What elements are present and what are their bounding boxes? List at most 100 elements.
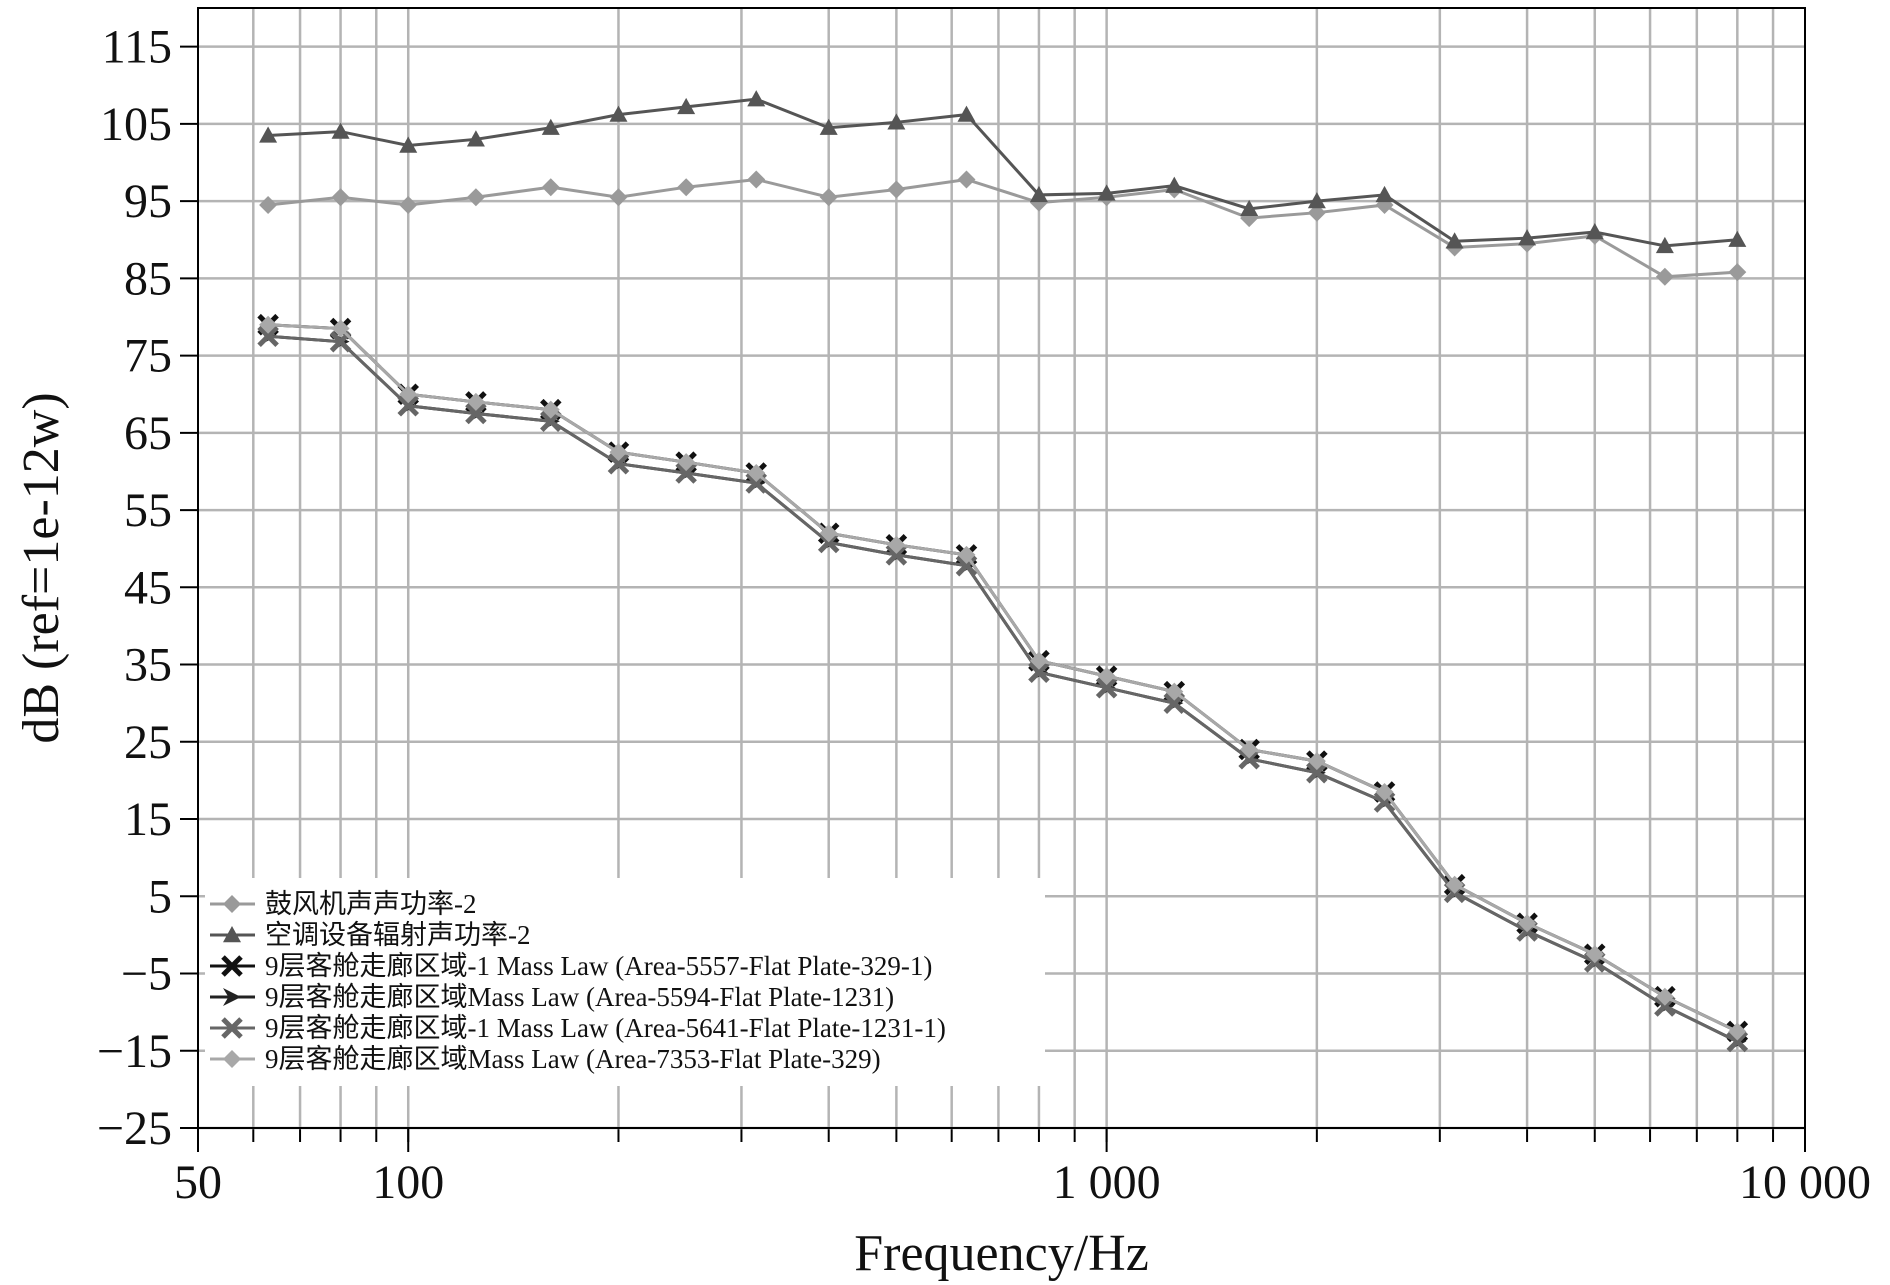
series-1-point — [466, 188, 485, 207]
series-2-point — [1518, 229, 1537, 246]
legend-swatch-marker — [221, 955, 243, 977]
series-1-point — [747, 170, 766, 189]
series-5-point — [607, 452, 630, 475]
legend-label: 空调设备辐射声功率-2 — [265, 920, 531, 950]
series-6-point — [609, 443, 628, 462]
series-2-point — [1307, 192, 1326, 209]
series-5-point-stroke-b — [1726, 1030, 1749, 1053]
series-5-point — [1095, 676, 1118, 699]
legend-label: 9层客舱走廊区域-1 Mass Law (Area-5641-Flat Plat… — [265, 1013, 946, 1043]
series-5-point-stroke-b — [257, 325, 279, 348]
series-6-point — [1165, 682, 1184, 701]
series-6-line — [268, 323, 1738, 1033]
series-layer — [257, 90, 1749, 1053]
series-5-point-stroke-b — [817, 531, 840, 554]
series-5-point-stroke-b — [397, 395, 420, 417]
series-6 — [259, 315, 1747, 1041]
series-5-point — [1373, 791, 1396, 813]
legend-swatch-marker-stroke-b — [221, 955, 243, 977]
y-axis-title: dB (ref=1e-12w) — [13, 392, 70, 743]
y-tick-label: −15 — [97, 1025, 172, 1078]
x-tick-label: 10 000 — [1739, 1156, 1871, 1209]
series-5-point — [817, 531, 840, 554]
series-1-point — [887, 180, 906, 199]
series-1-point — [677, 178, 696, 197]
series-1-point — [819, 188, 838, 207]
series-2-point — [1445, 232, 1464, 249]
legend-swatch-marker-stroke-b — [221, 1017, 243, 1039]
series-1-point — [1728, 263, 1747, 282]
legend-swatch-marker — [223, 988, 241, 1006]
series-6-point — [1585, 945, 1604, 964]
series-5-point-stroke-b — [1373, 791, 1396, 813]
series-5-point-stroke-b — [607, 452, 630, 475]
series-1-point — [957, 170, 976, 189]
series-6-point — [1655, 987, 1674, 1006]
series-2-point — [1585, 223, 1604, 240]
series-5-point — [1028, 661, 1050, 684]
series-5-point — [885, 544, 908, 566]
series-1-line — [267, 177, 1738, 279]
series-5-point-stroke-b — [1306, 761, 1328, 784]
series-2-point — [466, 130, 485, 147]
y-tick-label: 85 — [124, 252, 172, 305]
series-5-point — [397, 395, 420, 417]
series-1-point — [259, 195, 278, 214]
series-6-point — [466, 392, 485, 411]
series-6-point — [1029, 651, 1048, 670]
series-2-point — [1375, 185, 1394, 203]
series-2-point — [541, 118, 560, 135]
y-tick-label: 75 — [124, 330, 172, 383]
series-5-point — [257, 325, 279, 348]
y-tick-label: 95 — [124, 175, 172, 228]
y-tick-label: 25 — [124, 716, 172, 769]
series-2-point — [1240, 199, 1259, 217]
series-2-point — [1029, 185, 1048, 203]
series-5-point-stroke-b — [540, 410, 562, 433]
x-tick-label: 100 — [372, 1156, 444, 1209]
y-tick-label: 65 — [124, 407, 172, 460]
series-2-point — [957, 105, 976, 122]
series-6-point — [1307, 752, 1326, 771]
series-6-point — [259, 315, 278, 334]
series-2 — [259, 90, 1747, 254]
series-1-point — [399, 195, 418, 214]
series-5-point-stroke-b — [885, 544, 908, 566]
y-tick-label: −5 — [121, 948, 172, 1001]
y-axis-ticks: 115 105 95 85 75 65 55 45 35 25 15 5 −5 −15 −25 — [97, 21, 198, 1155]
series-6-point — [399, 385, 418, 404]
series-5-point-stroke-b — [1028, 661, 1050, 684]
series-2-point — [331, 122, 350, 139]
series-6-point — [747, 463, 766, 482]
legend-label: 9层客舱走廊区域-1 Mass Law (Area-5557-Flat Plat… — [265, 951, 932, 981]
series-6-point — [1518, 914, 1537, 933]
y-tick-label: 105 — [100, 98, 172, 151]
y-tick-label: 45 — [124, 561, 172, 614]
y-tick-label: 55 — [124, 484, 172, 537]
y-tick-label: 5 — [148, 870, 172, 923]
series-6-point — [1240, 740, 1259, 759]
series-5-point-stroke-b — [1095, 676, 1118, 699]
x-tick-label: 1 000 — [1053, 1156, 1161, 1209]
series-5-point — [465, 402, 487, 425]
series-5-point-stroke-b — [955, 554, 978, 577]
y-tick-label: −25 — [97, 1102, 172, 1155]
legend-swatch-marker — [223, 926, 241, 943]
series-5-point — [540, 410, 562, 433]
series-6-point — [541, 400, 560, 419]
series-5-point-stroke-b — [675, 462, 697, 484]
series-2-point — [1165, 176, 1184, 193]
series-1-point — [1655, 267, 1674, 286]
series-2-line — [268, 97, 1738, 248]
legend-box — [205, 878, 1045, 1086]
series-6-point — [331, 319, 350, 338]
series-5-line — [267, 334, 1738, 1043]
series-2-point — [1655, 236, 1674, 254]
series-2-point — [747, 90, 766, 107]
series-6-point — [1097, 667, 1116, 686]
legend-label: 9层客舱走廊区域Mass Law (Area-7353-Flat Plate-3… — [265, 1044, 881, 1074]
legend-swatch-marker — [223, 1050, 241, 1068]
y-tick-label: 15 — [124, 793, 172, 846]
series-5-point-stroke-b — [465, 402, 487, 425]
